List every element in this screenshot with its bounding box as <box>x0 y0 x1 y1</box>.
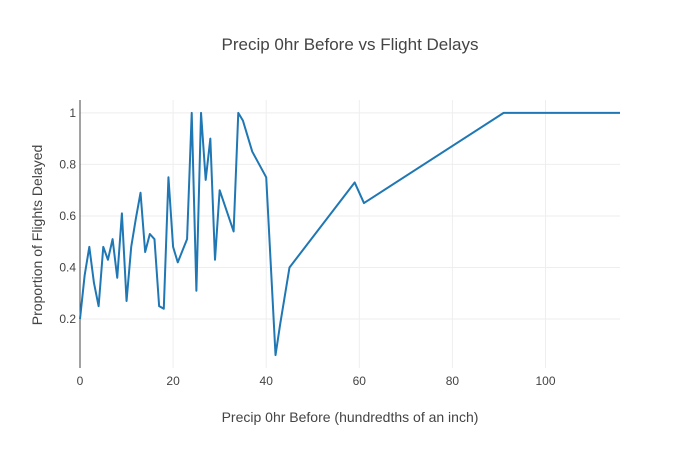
data-point[interactable] <box>119 210 125 216</box>
data-point[interactable] <box>151 236 157 242</box>
data-point[interactable] <box>277 321 283 327</box>
data-point[interactable] <box>96 303 102 309</box>
data-point[interactable] <box>217 187 223 193</box>
data-point[interactable] <box>212 257 218 263</box>
x-axis-title: Precip 0hr Before (hundredths of an inch… <box>222 409 479 425</box>
data-point[interactable] <box>198 110 204 116</box>
data-point[interactable] <box>286 265 292 271</box>
x-tick-label: 20 <box>166 374 180 388</box>
data-point[interactable] <box>82 272 88 278</box>
data-point[interactable] <box>207 136 213 142</box>
data-point[interactable] <box>114 275 120 281</box>
data-point[interactable] <box>110 236 116 242</box>
y-tick-label: 0.4 <box>59 261 76 275</box>
data-point[interactable] <box>128 244 134 250</box>
grid <box>80 100 620 368</box>
data-point[interactable] <box>263 174 269 180</box>
x-tick-label: 40 <box>260 374 274 388</box>
y-axis-title: Proportion of Flights Delayed <box>29 145 45 326</box>
data-point[interactable] <box>124 298 130 304</box>
data-point[interactable] <box>170 244 176 250</box>
data-point[interactable] <box>273 352 279 358</box>
y-tick-label: 1 <box>69 106 76 120</box>
axes: 0 20 40 60 80 100 0.2 0.4 0.6 0.8 1 <box>59 100 556 388</box>
data-point[interactable] <box>77 316 83 322</box>
x-tick-label: 80 <box>446 374 460 388</box>
data-point[interactable] <box>91 280 97 286</box>
data-point[interactable] <box>161 306 167 312</box>
series-layer <box>77 110 623 358</box>
data-point[interactable] <box>105 257 111 263</box>
data-point[interactable] <box>165 174 171 180</box>
y-tick-label: 0.2 <box>59 312 76 326</box>
data-point[interactable] <box>138 190 144 196</box>
data-point[interactable] <box>501 110 507 116</box>
data-point[interactable] <box>249 149 255 155</box>
data-point[interactable] <box>231 228 237 234</box>
data-point[interactable] <box>86 244 92 250</box>
data-point[interactable] <box>235 110 241 116</box>
y-tick-label: 0.6 <box>59 209 76 223</box>
series-line <box>79 111 620 357</box>
x-tick-label: 60 <box>353 374 367 388</box>
data-point[interactable] <box>147 231 153 237</box>
data-point[interactable] <box>361 200 367 206</box>
data-point[interactable] <box>189 110 195 116</box>
data-point[interactable] <box>193 288 199 294</box>
data-point[interactable] <box>133 216 139 222</box>
data-point[interactable] <box>352 179 358 185</box>
data-point[interactable] <box>100 244 106 250</box>
data-point[interactable] <box>175 259 181 265</box>
chart-title: Precip 0hr Before vs Flight Delays <box>222 35 479 54</box>
data-point[interactable] <box>617 110 623 116</box>
data-point[interactable] <box>142 249 148 255</box>
x-tick-label: 100 <box>536 374 556 388</box>
data-point[interactable] <box>240 118 246 124</box>
x-tick-label: 0 <box>77 374 84 388</box>
data-point[interactable] <box>184 236 190 242</box>
y-tick-label: 0.8 <box>59 157 76 171</box>
data-point[interactable] <box>203 177 209 183</box>
